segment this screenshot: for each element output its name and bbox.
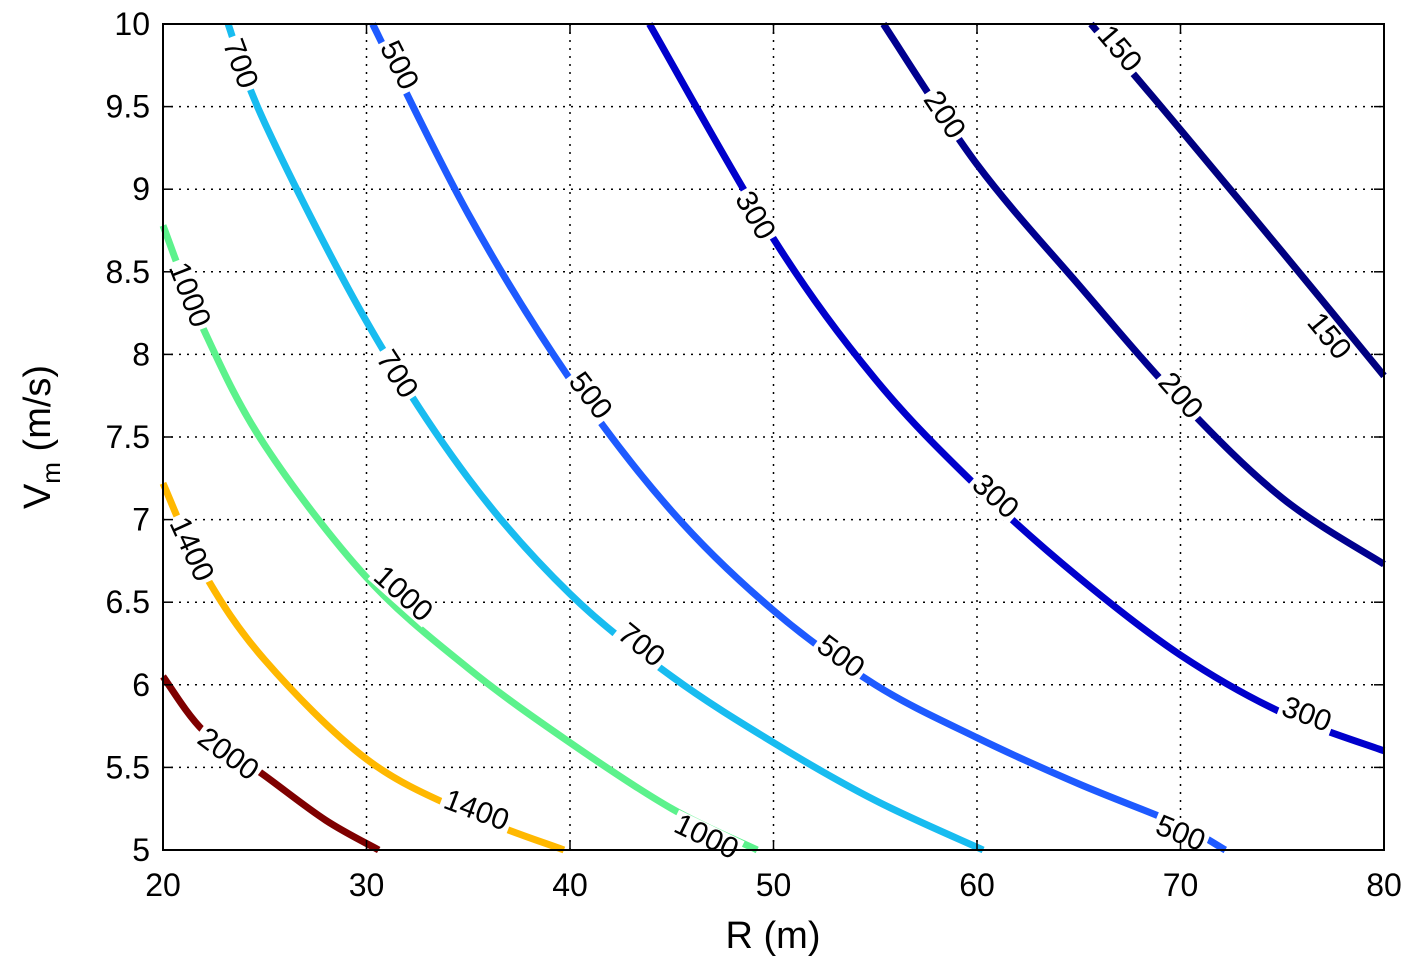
contour-label-background: [918, 84, 971, 146]
contour-label-background: [437, 785, 515, 835]
y-tick-label: 8.5: [106, 254, 150, 290]
contour-label-background: [1152, 366, 1209, 426]
contour-label-background: [730, 185, 781, 247]
contour-label-background: [1091, 19, 1148, 79]
x-tick-label: 40: [552, 867, 588, 903]
y-tick-label: 7.5: [106, 419, 150, 455]
y-tick-label: 7: [132, 502, 150, 538]
contour-label-background: [563, 365, 618, 426]
y-tick-label: 5: [132, 832, 150, 868]
contour-label-background: [611, 617, 671, 673]
contour-label-background: [810, 630, 871, 684]
y-tick-label: 6: [132, 667, 150, 703]
y-tick-label: 9: [132, 171, 150, 207]
contour-label-background: [367, 560, 439, 628]
x-tick-label: 80: [1366, 867, 1402, 903]
x-tick-labels: 20 30 40 50 60 70 80: [145, 867, 1402, 903]
x-tick-label: 20: [145, 867, 181, 903]
y-tick-labels: 5 5.5 6 6.5 7 7.5 8 8.5 9 9.5 10: [106, 6, 150, 868]
y-tick-label: 8: [132, 336, 150, 372]
contour-line-1000: [159, 224, 759, 854]
y-axis-label-unit: (m/s): [17, 365, 59, 462]
y-axis-label-main: V: [17, 483, 59, 509]
contour-label-background: [218, 33, 262, 95]
x-tick-label: 70: [1163, 867, 1199, 903]
y-axis-label-subscript: m: [36, 462, 66, 484]
contour-label-background: [165, 511, 218, 588]
contour-label-background: [375, 34, 423, 96]
contour-line-700: [224, 22, 985, 854]
y-tick-label: 5.5: [106, 749, 150, 785]
contour-line-2000: [160, 674, 381, 854]
contour-line-200: [880, 22, 1386, 568]
y-axis-label: Vm (m/s): [17, 365, 66, 509]
contour-label-background: [966, 468, 1025, 525]
y-tick-label: 9.5: [106, 89, 150, 125]
contour-line-500: [369, 22, 1228, 854]
axis-ticks: [162, 23, 1385, 851]
contour-label-background: [164, 256, 215, 334]
contour-label-background: [1276, 692, 1338, 737]
contour-label-background: [191, 722, 265, 786]
x-tick-label: 50: [756, 867, 792, 903]
x-axis-label: R (m): [726, 915, 821, 957]
contour-label-background: [1301, 306, 1357, 366]
contour-label-background: [371, 343, 423, 405]
y-tick-label: 6.5: [106, 584, 150, 620]
plot-background: [163, 24, 1384, 850]
contour-label-background: [1149, 811, 1212, 856]
x-tick-label: 60: [959, 867, 995, 903]
x-tick-label: 30: [349, 867, 385, 903]
y-tick-label: 10: [114, 6, 150, 42]
